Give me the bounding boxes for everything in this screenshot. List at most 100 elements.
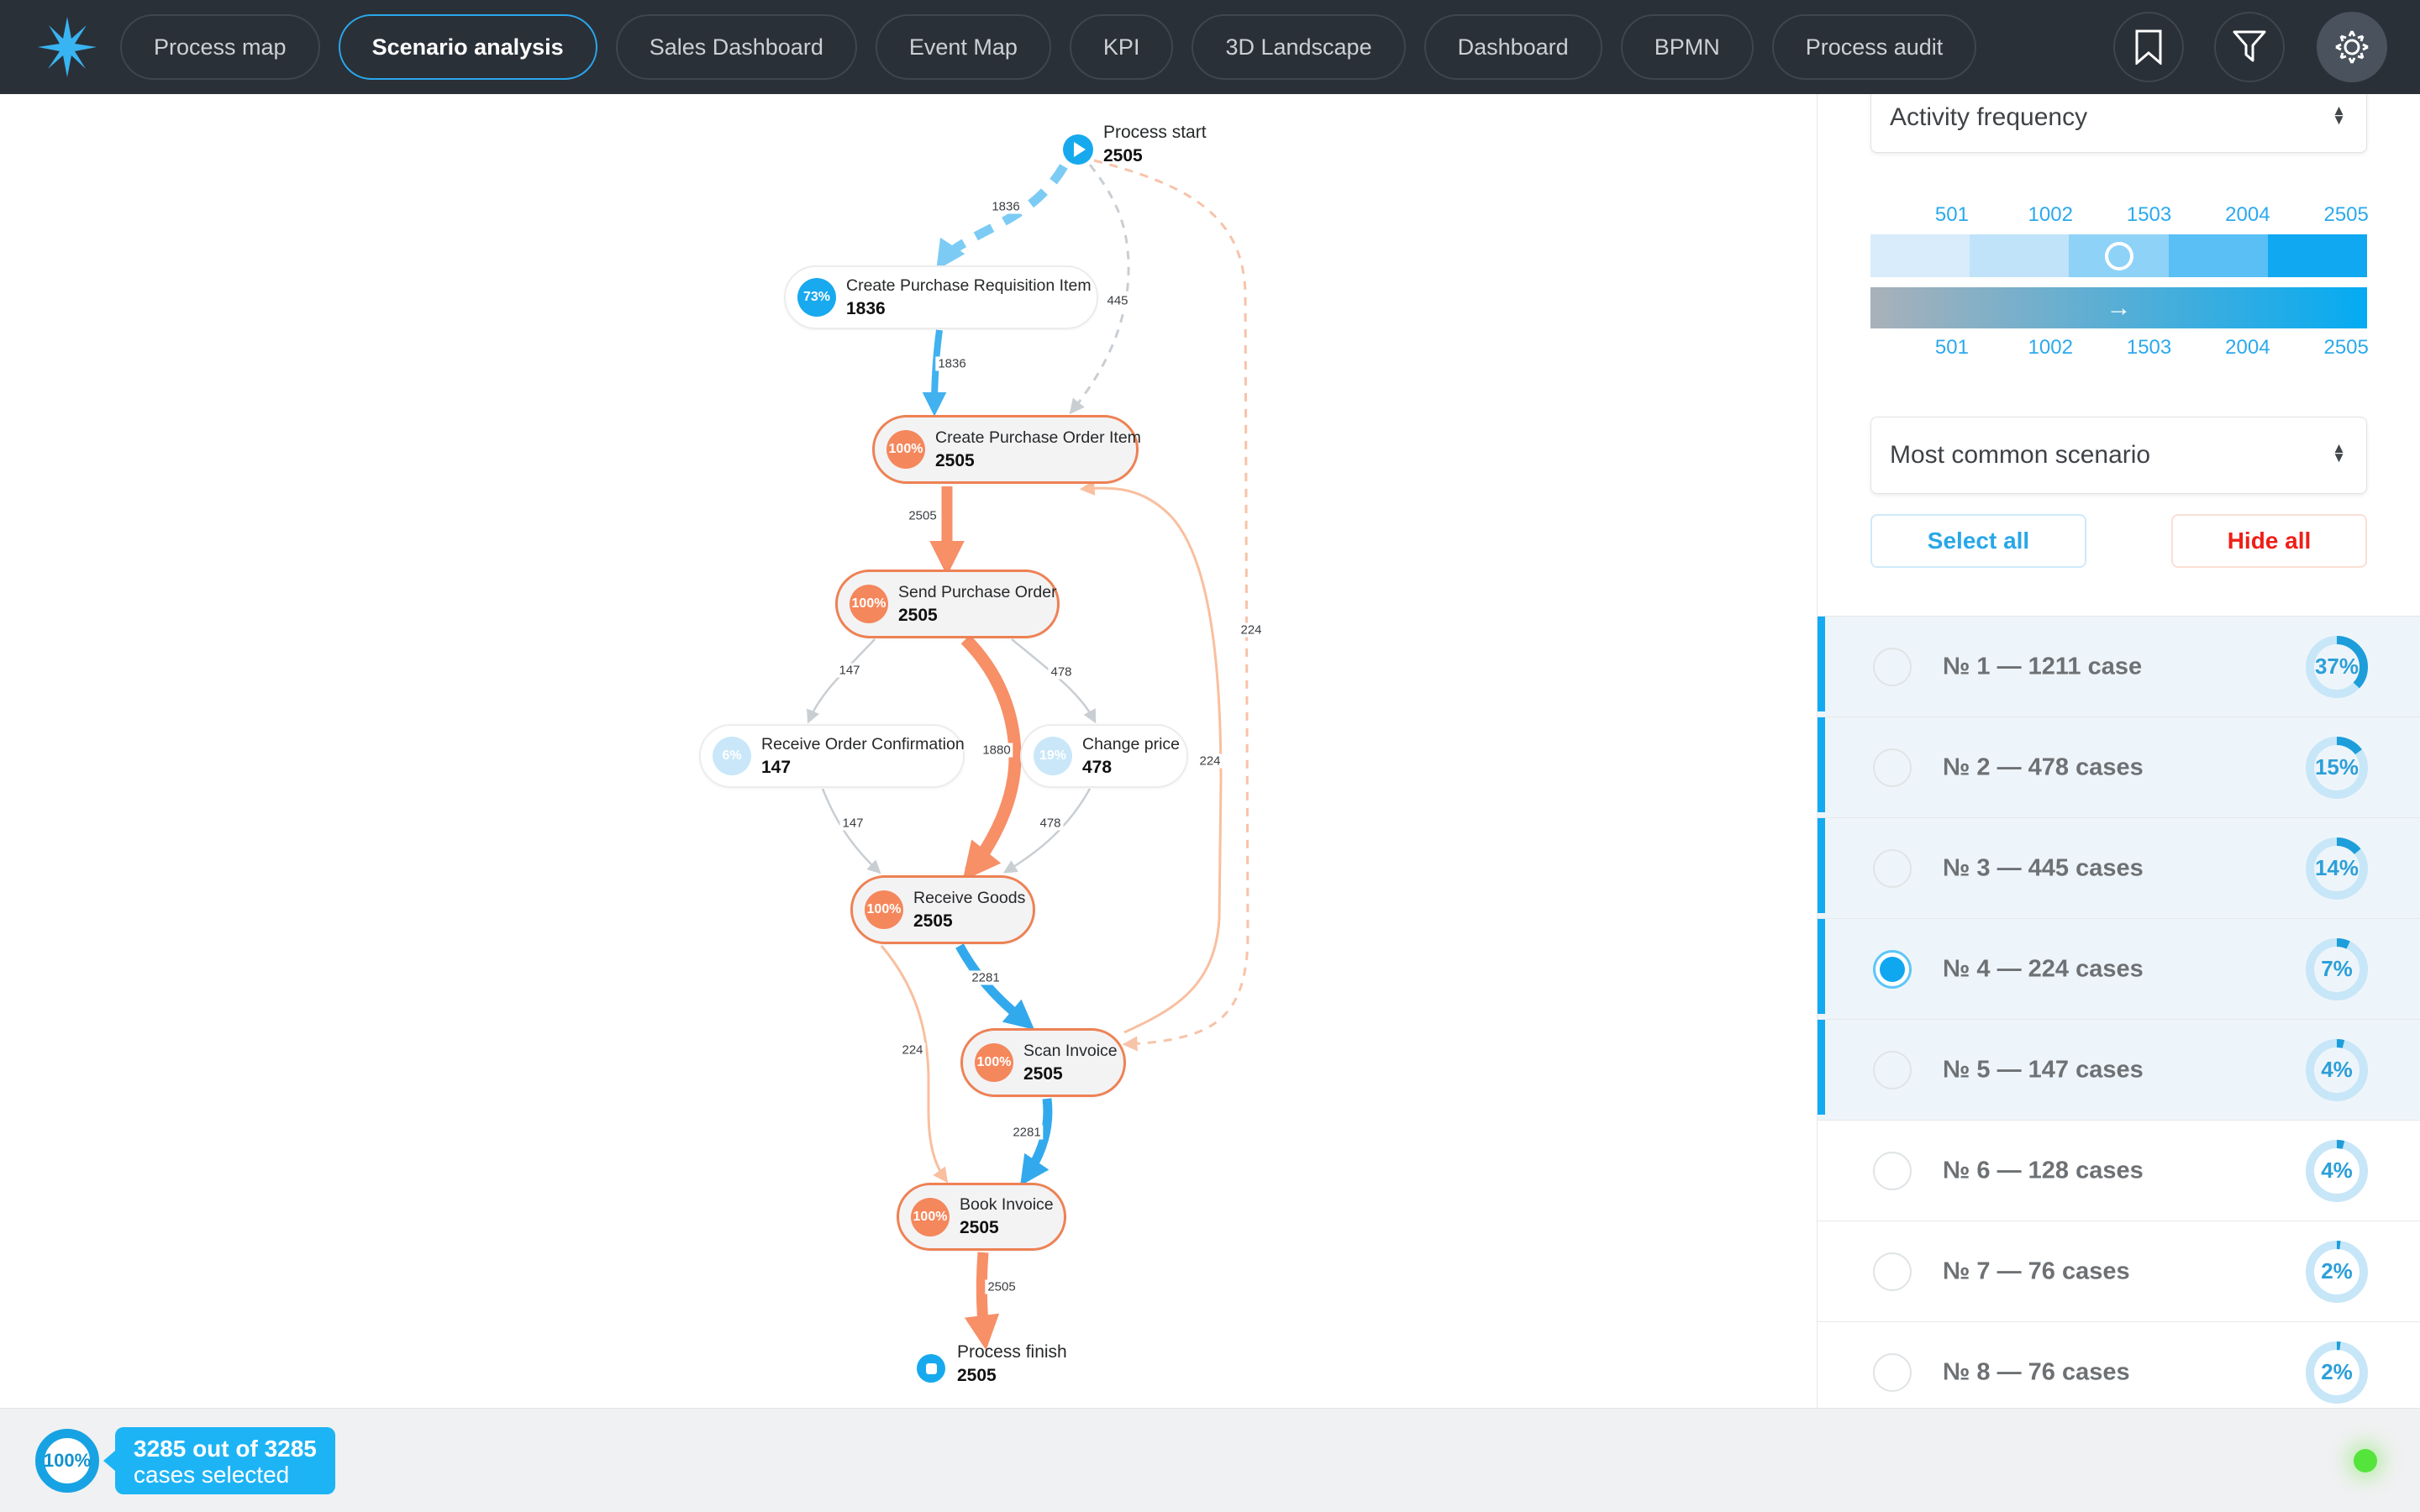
edge-color-legend[interactable]: → [1870, 287, 2367, 328]
nav-tabs: Process map Scenario analysis Sales Dashbo… [120, 0, 2111, 94]
scenario-percent-value: 14% [2314, 855, 2360, 880]
legend-ticks-top: 501 1002 1503 2004 2505 [1870, 203, 2369, 226]
scenario-row-7[interactable]: № 7 — 76 cases 2% [1818, 1221, 2420, 1321]
edge-scan-invoice-to-book-invoice[interactable] [1020, 1098, 1053, 1186]
edge-book-invoice-to-process-finish[interactable] [964, 1252, 1000, 1351]
tab-dashboard[interactable]: Dashboard [1423, 14, 1602, 80]
app-logo-icon[interactable] [38, 17, 97, 77]
tab-process-audit[interactable]: Process audit [1771, 14, 1977, 80]
selection-tooltip-line2: cases selected [134, 1462, 290, 1488]
node-receive-goods[interactable]: 100% Receive Goods 2505 [850, 875, 1035, 944]
scenario-select[interactable]: Most common scenario ▲ ▼ [1870, 417, 2367, 494]
scenario-percent-donut: 7% [2306, 937, 2368, 1000]
hide-all-button[interactable]: Hide all [2171, 514, 2367, 568]
edge-label-receive-goods-to-book-invoice: 224 [899, 1042, 926, 1058]
node-count: 1836 [846, 298, 886, 318]
edge-process-start-to-create-purchase-requisition-item[interactable] [936, 164, 1068, 270]
scenario-row-2[interactable]: № 2 — 478 cases 15% [1818, 717, 2420, 817]
scenario-label: № 1 — 1211 case [1943, 653, 2143, 680]
node-percent-badge: 73% [797, 278, 836, 317]
scenario-row-4[interactable]: № 4 — 224 cases 7% [1818, 918, 2420, 1019]
scenario-radio-8[interactable] [1873, 1352, 1912, 1392]
bookmark-button[interactable] [2113, 12, 2184, 82]
node-receive-order-confirmation[interactable]: 6% Receive Order Confirmation 147 [699, 724, 965, 788]
scenario-row-8[interactable]: № 8 — 76 cases 2% [1818, 1321, 2420, 1422]
scenario-radio-2[interactable] [1873, 748, 1912, 787]
selection-percent-badge[interactable]: 100% [35, 1429, 99, 1493]
tab-event-map[interactable]: Event Map [875, 14, 1051, 80]
scenario-percent-value: 2% [2321, 1359, 2353, 1384]
scenario-radio-5[interactable] [1873, 1050, 1912, 1089]
node-title: Send Purchase Order [898, 582, 1057, 601]
edge-send-purchase-order-to-change-price[interactable] [1011, 638, 1097, 724]
scenario-percent-donut: 2% [2306, 1240, 2368, 1303]
scenario-list: № 1 — 1211 case 37% № 2 — 478 cases 15% № 3 … [1818, 616, 2420, 1512]
edge-send-purchase-order-to-receive-order-confirmation[interactable] [807, 638, 876, 724]
legend-ticks-bottom: 501 1002 1503 2004 2505 [1870, 336, 2369, 359]
edge-scan-invoice-to-create-purchase-order-item[interactable] [1079, 480, 1223, 1034]
bookmark-icon [2135, 29, 2162, 65]
tab-process-map[interactable]: Process map [120, 14, 320, 80]
edge-label-send-purchase-order-to-receive-goods: 1880 [980, 743, 1013, 758]
scenario-label: № 6 — 128 cases [1943, 1157, 2144, 1184]
node-percent-badge: 6% [713, 737, 751, 775]
settings-button[interactable] [2317, 12, 2387, 82]
scenario-row-3[interactable]: № 3 — 445 cases 14% [1818, 817, 2420, 918]
tab-kpi[interactable]: KPI [1069, 14, 1174, 80]
node-change-price[interactable]: 19% Change price 478 [1020, 724, 1188, 788]
node-create-purchase-requisition-item[interactable]: 73% Create Purchase Requisition Item 1836 [784, 265, 1098, 329]
node-legend-marker-icon [2104, 241, 2133, 270]
edge-process-start-to-scan-invoice[interactable] [1093, 159, 1249, 1052]
tab-3d-landscape[interactable]: 3D Landscape [1192, 14, 1406, 80]
scenario-label: № 2 — 478 cases [1943, 753, 2144, 780]
tab-sales-dashboard[interactable]: Sales Dashboard [615, 14, 857, 80]
edge-receive-goods-to-book-invoice[interactable] [880, 945, 949, 1184]
node-scan-invoice[interactable]: 100% Scan Invoice 2505 [960, 1028, 1126, 1097]
node-title: Create Purchase Order Item [935, 428, 1141, 447]
node-send-purchase-order[interactable]: 100% Send Purchase Order 2505 [835, 570, 1060, 638]
metric-select-value: Activity frequency [1890, 103, 2088, 131]
select-all-button[interactable]: Select all [1870, 514, 2086, 568]
legend-tick: 1002 [2028, 203, 2073, 226]
gear-icon [2335, 30, 2369, 64]
scenario-radio-1[interactable] [1873, 647, 1912, 686]
edge-label-scan-invoice-to-book-invoice: 2281 [1010, 1125, 1044, 1140]
node-percent-badge: 100% [886, 430, 925, 469]
scenario-radio-4[interactable] [1873, 949, 1912, 989]
scenario-radio-6[interactable] [1873, 1151, 1912, 1190]
edge-send-purchase-order-to-receive-goods[interactable] [960, 634, 1022, 881]
scenario-row-5[interactable]: № 5 — 147 cases 4% [1818, 1019, 2420, 1120]
node-legend-segment [2267, 234, 2368, 277]
edge-receive-goods-to-scan-invoice[interactable] [955, 943, 1035, 1030]
edge-process-start-to-create-purchase-order-item[interactable] [1069, 164, 1130, 415]
edge-label-process-start-to-create-purchase-order-item: 445 [1104, 293, 1131, 308]
scenario-select-value: Most common scenario [1890, 441, 2151, 469]
edge-receive-order-confirmation-to-receive-goods[interactable] [821, 788, 881, 874]
edge-label-scan-invoice-to-create-purchase-order-item: 224 [1197, 753, 1223, 769]
edge-change-price-to-receive-goods[interactable] [1002, 788, 1092, 874]
legend-tick: 1503 [2126, 203, 2172, 226]
scenario-radio-7[interactable] [1873, 1252, 1912, 1291]
edge-legend-arrow-icon: → [2106, 293, 2132, 322]
node-book-invoice[interactable]: 100% Book Invoice 2505 [897, 1183, 1066, 1251]
scenario-percent-donut: 15% [2306, 736, 2368, 799]
tab-scenario-analysis[interactable]: Scenario analysis [338, 14, 597, 80]
node-title: Scan Invoice [1023, 1041, 1118, 1060]
node-color-legend[interactable] [1870, 234, 2368, 277]
scenario-radio-3[interactable] [1873, 848, 1912, 888]
scenario-row-1[interactable]: № 1 — 1211 case 37% [1818, 616, 2420, 717]
scenario-percent-donut: 14% [2306, 837, 2368, 900]
node-percent-badge: 100% [865, 890, 903, 929]
node-count: 147 [761, 757, 792, 777]
legend-tick: 2004 [2225, 336, 2270, 359]
node-create-purchase-order-item[interactable]: 100% Create Purchase Order Item 2505 [872, 415, 1141, 484]
filter-button[interactable] [2214, 12, 2285, 82]
node-legend-segment [1870, 234, 1970, 277]
node-count: 478 [1082, 757, 1113, 777]
scenario-percent-donut: 4% [2306, 1139, 2368, 1202]
scenario-row-6[interactable]: № 6 — 128 cases 4% [1818, 1120, 2420, 1221]
tab-bpmn[interactable]: BPMN [1620, 14, 1754, 80]
legend-tick: 2004 [2225, 203, 2270, 226]
node-legend-segment [1970, 234, 2070, 277]
